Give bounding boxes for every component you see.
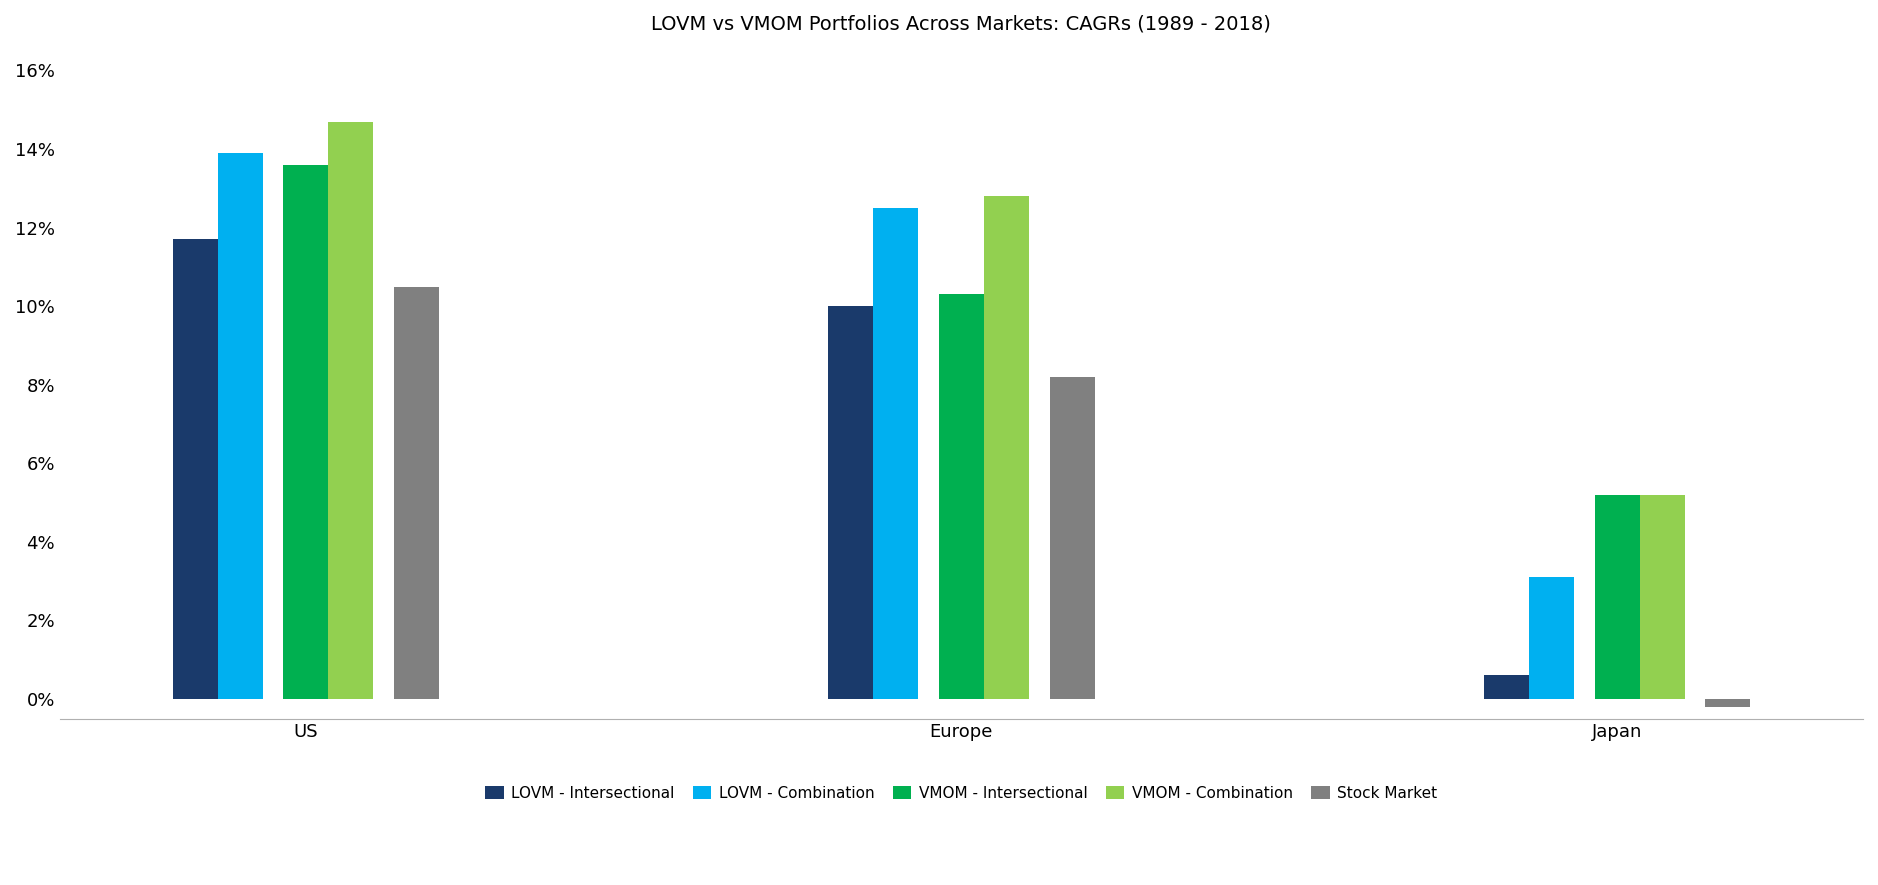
Bar bbox=[984, 196, 1029, 699]
Legend: LOVM - Intersectional, LOVM - Combination, VMOM - Intersectional, VMOM - Combina: LOVM - Intersectional, LOVM - Combinatio… bbox=[479, 780, 1444, 807]
Bar bbox=[1050, 377, 1095, 699]
Bar bbox=[1639, 495, 1685, 699]
Bar bbox=[1529, 577, 1574, 699]
Bar bbox=[1705, 699, 1750, 707]
Title: LOVM vs VMOM Portfolios Across Markets: CAGRs (1989 - 2018): LOVM vs VMOM Portfolios Across Markets: … bbox=[652, 15, 1271, 34]
Bar bbox=[828, 306, 873, 699]
Bar bbox=[394, 287, 439, 699]
Bar bbox=[284, 165, 329, 699]
Bar bbox=[173, 239, 218, 699]
Bar bbox=[1484, 675, 1529, 699]
Bar bbox=[939, 295, 984, 699]
Bar bbox=[329, 121, 374, 699]
Bar bbox=[873, 208, 918, 699]
Bar bbox=[218, 153, 263, 699]
Bar bbox=[1594, 495, 1639, 699]
